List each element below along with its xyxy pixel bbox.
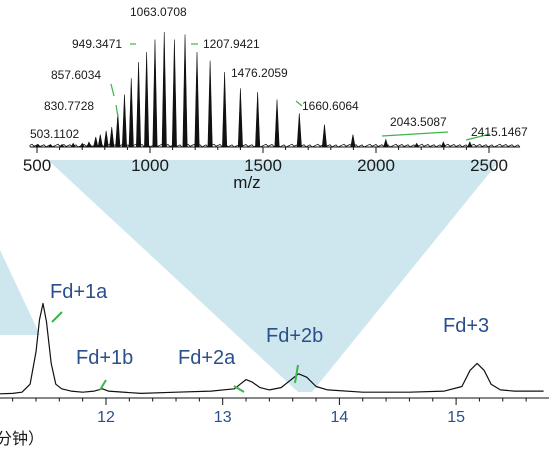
ms-peak (255, 91, 261, 148)
ms-peak-label: 2415.1467 (471, 125, 528, 139)
ms-peak-leader (465, 133, 491, 141)
mass-spectrum: 500 1000 1500 2000 2500 m/z 503.1102 830.7728 85… (23, 5, 528, 192)
ms-tick-label: 2500 (470, 156, 508, 175)
ms-peak (86, 141, 92, 148)
ms-peak (207, 60, 213, 148)
ms-x-axis-label: m/z (233, 173, 260, 192)
ms-peak (194, 51, 200, 148)
ms-peak (321, 124, 328, 148)
lc-peak-leader (233, 385, 245, 393)
ms-peak (70, 142, 76, 148)
lc-tick-label: 13 (214, 409, 232, 426)
ms-peak (161, 31, 167, 148)
chromatogram: 12 13 14 15 分钟） Fd+1a Fd+1b Fd+2a Fd+2b Fd+3 (0, 281, 549, 448)
ms-peak-leader (115, 104, 119, 118)
lc-peak-label: Fd+2b (266, 325, 323, 347)
ms-tick-label: 1500 (244, 156, 282, 175)
lc-trace (0, 302, 544, 395)
ms-peak (136, 61, 142, 148)
ms-peak (296, 113, 302, 148)
ms-peak-label: 1063.0708 (130, 5, 187, 19)
ms-peak (274, 99, 280, 148)
ms-peak-label: 1476.2059 (231, 66, 288, 80)
ms-peak-leader (295, 100, 303, 107)
ms-peak (144, 51, 150, 148)
ms-peak (467, 141, 473, 148)
ms-peak-label: 830.7728 (44, 99, 94, 113)
zoom-wedge-right (48, 160, 500, 392)
lc-tick-label: 14 (331, 409, 349, 426)
ms-peak (350, 134, 356, 148)
lc-peak-label: Fd+2a (178, 347, 236, 369)
ms-peak (34, 144, 41, 148)
ms-tick-label: 1000 (131, 156, 169, 175)
lc-peak-leader (51, 311, 63, 323)
ms-peak (97, 134, 103, 148)
ms-peak-label: 949.3471 (72, 37, 122, 51)
lc-tick-label: 12 (97, 409, 115, 426)
lc-peak-label: Fd+3 (443, 315, 489, 337)
ms-peak (93, 136, 99, 148)
lc-peak-label: Fd+1b (76, 347, 133, 369)
ms-peak (440, 141, 447, 148)
ms-peak (383, 138, 389, 148)
ms-peak (103, 130, 109, 148)
ms-tick-label: 2000 (357, 156, 395, 175)
ms-peak (128, 78, 134, 148)
ms-peak (58, 144, 65, 148)
zoom-wedge-left (0, 250, 40, 335)
ms-peak-label: 1660.6064 (302, 99, 359, 113)
ms-peak (79, 142, 85, 148)
ms-peak (115, 113, 121, 148)
lc-x-axis-label: 分钟） (0, 430, 44, 448)
ms-peak-leader (110, 83, 115, 97)
ms-peak (171, 39, 177, 148)
ms-peak (121, 94, 127, 148)
ms-peak-label: 503.1102 (30, 127, 79, 141)
ms-peak-label: 1207.9421 (203, 37, 260, 51)
lc-peak-leader (294, 364, 299, 384)
ms-peak (152, 39, 158, 148)
ms-peak (413, 142, 420, 148)
ms-peak-leader (381, 131, 449, 137)
ms-tick-label: 500 (23, 156, 51, 175)
zoom-wedges (0, 160, 500, 392)
ms-peak-label: 857.6034 (51, 68, 101, 82)
lc-peak-leader (99, 379, 107, 391)
ms-peak (237, 88, 243, 148)
ms-peak-label: 2043.5087 (390, 115, 447, 129)
ms-peak (109, 126, 115, 148)
ms-peak (182, 34, 188, 148)
ms-peak (47, 144, 54, 148)
lc-peak-label: Fd+1a (50, 281, 108, 303)
lc-tick-label: 15 (447, 409, 465, 426)
ms-peak (222, 71, 228, 148)
